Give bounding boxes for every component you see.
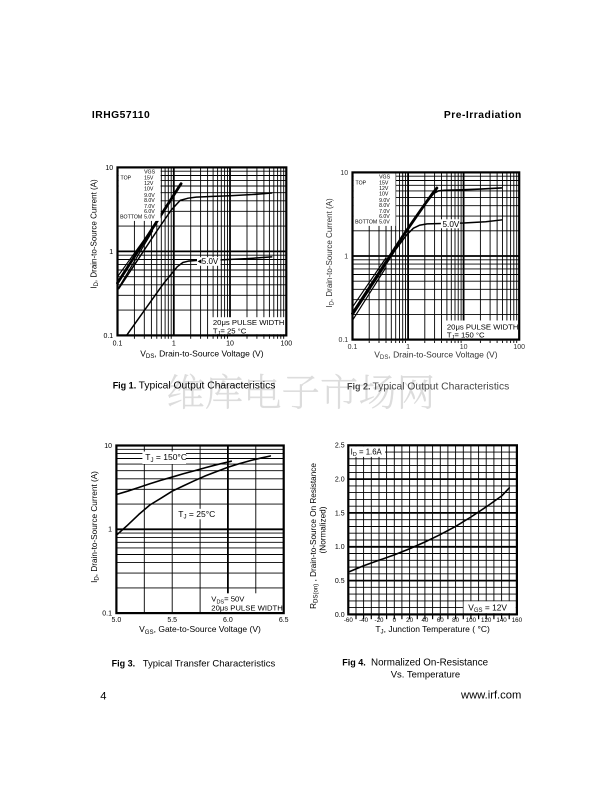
svg-text:20: 20	[406, 617, 413, 624]
svg-text:10: 10	[460, 344, 468, 351]
svg-text:120: 120	[481, 617, 492, 624]
svg-text:Typical Output Characteristics: Typical Output Characteristics	[373, 381, 510, 392]
svg-text:VDS​= 50V: VDS​= 50V	[211, 595, 245, 606]
svg-text:ID​, Drain-to-Source Current (: ID​, Drain-to-Source Current (A)	[90, 179, 101, 289]
svg-text:0.0: 0.0	[335, 612, 345, 619]
svg-text:80: 80	[452, 617, 459, 624]
svg-text:ID​ = 1.6A: ID​ = 1.6A	[351, 447, 383, 458]
svg-text:1: 1	[344, 253, 348, 260]
svg-text:Typical Output Characteristics: Typical Output Characteristics	[139, 381, 276, 392]
svg-text:0.1: 0.1	[348, 344, 358, 351]
svg-text:6.0V: 6.0V	[379, 214, 390, 220]
svg-text:40: 40	[421, 617, 428, 624]
svg-text:10: 10	[340, 170, 348, 177]
svg-text:15V: 15V	[379, 181, 389, 187]
svg-text:20μs PULSE WIDTH: 20μs PULSE WIDTH	[213, 318, 285, 327]
svg-text:5.0V: 5.0V	[144, 215, 155, 221]
svg-text:TOP: TOP	[356, 181, 367, 187]
svg-text:6.0: 6.0	[223, 617, 233, 624]
svg-text:5.5: 5.5	[167, 617, 177, 624]
svg-text:(Normalized): (Normalized)	[319, 506, 328, 553]
svg-text:140: 140	[496, 617, 507, 624]
svg-text:5.0V: 5.0V	[379, 220, 390, 226]
svg-text:10V: 10V	[379, 191, 389, 197]
svg-text:10: 10	[226, 341, 234, 348]
svg-text:-60: -60	[344, 617, 354, 624]
svg-text:1: 1	[109, 249, 113, 256]
svg-text:TJ​= 25 °C: TJ​= 25 °C	[213, 327, 247, 338]
svg-text:Fig 2.: Fig 2.	[347, 381, 371, 391]
svg-text:VGS​ = 12V: VGS​ = 12V	[468, 603, 507, 615]
svg-text:Fig 3.: Fig 3.	[112, 659, 136, 669]
svg-text:5.0V: 5.0V	[443, 220, 460, 229]
svg-text:0.1: 0.1	[102, 611, 112, 618]
svg-text:12V: 12V	[379, 186, 389, 192]
svg-text:-20: -20	[375, 617, 385, 624]
svg-text:9.0V: 9.0V	[379, 198, 390, 204]
svg-text:BOTTOM: BOTTOM	[120, 215, 142, 221]
svg-text:0: 0	[393, 617, 397, 624]
svg-text:Fig 1.: Fig 1.	[113, 381, 137, 391]
svg-text:TJ​ = 150°C: TJ​ = 150°C	[145, 452, 187, 464]
svg-text:Pre-Irradiation: Pre-Irradiation	[444, 110, 522, 121]
svg-text:1: 1	[172, 341, 176, 348]
svg-text:10V: 10V	[144, 186, 154, 192]
svg-text:100: 100	[513, 344, 525, 351]
svg-text:15V: 15V	[144, 176, 154, 182]
svg-text:VGS: VGS	[379, 175, 390, 181]
svg-text:6.0V: 6.0V	[144, 209, 155, 215]
svg-text:160: 160	[512, 617, 523, 624]
svg-text:VGS: VGS	[144, 170, 155, 176]
svg-text:VGS​, Gate-to-Source Voltage (: VGS​, Gate-to-Source Voltage (V)	[139, 624, 261, 636]
svg-text:6.5: 6.5	[279, 617, 289, 624]
svg-text:10: 10	[105, 165, 113, 172]
svg-text:BOTTOM: BOTTOM	[355, 220, 377, 226]
svg-text:1.0: 1.0	[335, 544, 345, 551]
svg-text:7.0V: 7.0V	[379, 209, 390, 215]
svg-text:60: 60	[437, 617, 444, 624]
svg-text:0.1: 0.1	[103, 333, 113, 340]
svg-text:www.irf.com: www.irf.com	[460, 690, 521, 702]
svg-text:TJ​, Junction Temperature ( °C: TJ​, Junction Temperature ( °C)	[375, 624, 490, 636]
svg-text:5.0V: 5.0V	[202, 257, 219, 266]
svg-text:20μs PULSE WIDTH: 20μs PULSE WIDTH	[447, 322, 519, 331]
svg-text:12V: 12V	[144, 181, 154, 187]
svg-text:0.1: 0.1	[113, 341, 123, 348]
svg-text:100: 100	[466, 617, 477, 624]
svg-text:IRHG57110: IRHG57110	[92, 110, 150, 121]
svg-text:1.5: 1.5	[335, 510, 345, 517]
svg-text:Fig 4.: Fig 4.	[342, 657, 366, 667]
svg-text:1: 1	[406, 344, 410, 351]
svg-text:2.0: 2.0	[335, 477, 345, 484]
svg-text:VDS​, Drain-to-Source Voltage: VDS​, Drain-to-Source Voltage (V)	[140, 349, 263, 361]
svg-text:1: 1	[108, 527, 112, 534]
svg-text:Vs. Temperature: Vs. Temperature	[391, 670, 461, 681]
svg-text:0.1: 0.1	[338, 337, 348, 344]
svg-text:7.0V: 7.0V	[144, 204, 155, 210]
svg-text:9.0V: 9.0V	[144, 193, 155, 199]
svg-text:20μs PULSE WIDTH: 20μs PULSE WIDTH	[211, 603, 282, 612]
svg-text:TOP: TOP	[121, 176, 132, 182]
svg-text:Typical Transfer Characteristi: Typical Transfer Characteristics	[143, 659, 276, 670]
svg-text:0.5: 0.5	[335, 578, 345, 585]
svg-text:ID​, Drain-to-Source Current (: ID​, Drain-to-Source Current (A)	[90, 471, 101, 583]
svg-text:ID​, Drain-to-Source Current (: ID​, Drain-to-Source Current (A)	[325, 198, 336, 308]
svg-text:5.0: 5.0	[112, 617, 122, 624]
svg-text:-40: -40	[359, 617, 369, 624]
svg-text:TJ​ = 25°C: TJ​ = 25°C	[178, 509, 215, 521]
svg-text:TJ​= 150 °C: TJ​= 150 °C	[447, 330, 485, 341]
svg-text:10: 10	[104, 443, 112, 450]
svg-text:100: 100	[280, 341, 292, 348]
svg-text:Normalized On-Resistance: Normalized On-Resistance	[371, 657, 489, 668]
svg-text:2.5: 2.5	[335, 443, 345, 450]
svg-text:8.0V: 8.0V	[379, 203, 390, 209]
svg-text:RDS(on)​ , Drain-to-Source On: RDS(on)​ , Drain-to-Source On Resistance	[309, 463, 320, 609]
svg-text:VDS​, Drain-to-Source Voltage: VDS​, Drain-to-Source Voltage (V)	[374, 350, 497, 362]
svg-text:8.0V: 8.0V	[144, 198, 155, 204]
svg-text:4: 4	[100, 691, 106, 703]
